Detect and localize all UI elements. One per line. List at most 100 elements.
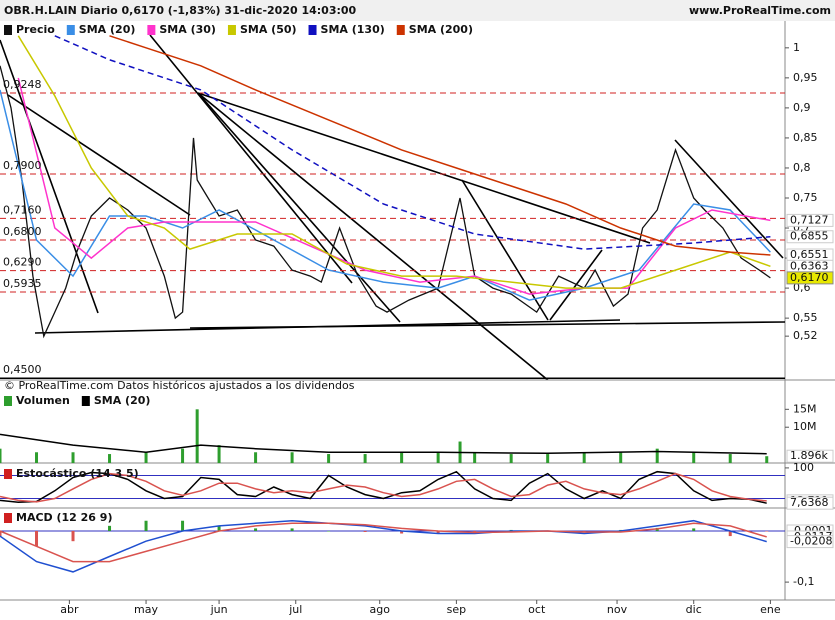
- level-label: 0,7160: [3, 203, 42, 216]
- level-label: 0,9248: [3, 78, 42, 91]
- bar: [509, 454, 513, 463]
- bar: [546, 454, 550, 463]
- series-line: [0, 519, 767, 573]
- bar: [181, 520, 185, 531]
- series-line: [0, 522, 767, 563]
- value-tag-label: 0,6855: [790, 230, 829, 243]
- legend-entry: SMA (200): [409, 23, 473, 36]
- chart-title: OBR.H.LAIN Diario 0,6170 (-1,83%) 31-dic…: [4, 4, 357, 17]
- value-tag-label: 0,6551: [790, 248, 829, 261]
- y-tick-label: 0,9: [793, 101, 811, 114]
- bar: [327, 454, 331, 463]
- bar: [217, 525, 221, 531]
- bar: [728, 530, 732, 537]
- title-bar: [0, 0, 835, 21]
- bar: [400, 452, 404, 463]
- bar: [254, 528, 258, 531]
- y-tick-label: 1: [793, 41, 800, 54]
- bar: [436, 452, 440, 463]
- series-line: [0, 472, 767, 503]
- panel-title: Estocástico (14 3 5): [16, 467, 139, 480]
- plot-area: [0, 519, 785, 573]
- value-tag-label: 0,6363: [790, 259, 829, 272]
- series-line: [0, 433, 767, 455]
- x-tick-label: may: [134, 603, 158, 616]
- x-tick-label: dic: [686, 603, 702, 616]
- y-tick-label: 100: [793, 461, 814, 474]
- value-tag-label: 0,6170: [790, 271, 829, 284]
- plot-area: [0, 470, 785, 504]
- legend-swatch: [4, 513, 12, 523]
- legend-swatch: [4, 469, 12, 479]
- x-tick-label: jun: [210, 603, 228, 616]
- value-tag: [786, 271, 834, 285]
- legend-entry: SMA (130): [321, 23, 385, 36]
- plot-area: [0, 35, 785, 379]
- bar: [436, 530, 440, 534]
- bar: [217, 445, 221, 463]
- value-tag: [786, 496, 834, 510]
- level-label: 0,4500: [3, 363, 42, 376]
- bar: [765, 456, 769, 463]
- bar: [692, 452, 696, 463]
- value-tag-label: 7,6368: [790, 496, 829, 509]
- x-tick-label: jul: [288, 603, 302, 616]
- y-tick-label: 0,52: [793, 329, 818, 342]
- legend-entry: Volumen: [16, 394, 70, 407]
- bar: [0, 448, 2, 463]
- legend-entry: Precio: [16, 23, 55, 36]
- legend-swatch: [227, 25, 236, 35]
- legend-entry: SMA (20): [94, 394, 151, 407]
- x-tick-label: oct: [528, 603, 546, 616]
- value-tag: [786, 230, 834, 244]
- bar: [473, 452, 477, 463]
- series-line: [17, 77, 771, 295]
- bar: [290, 452, 294, 463]
- value-tag: [786, 449, 834, 463]
- bar: [363, 530, 367, 532]
- bar: [35, 452, 39, 463]
- legend-swatch: [147, 25, 156, 35]
- bar: [108, 525, 112, 531]
- value-tag: [786, 213, 834, 227]
- legend-swatch: [4, 396, 12, 406]
- x-tick-label: nov: [607, 603, 628, 616]
- series-line: [17, 35, 771, 289]
- level-label: 0,6800: [3, 225, 42, 238]
- series-line: [54, 35, 771, 250]
- y-tick-label: 0,95: [793, 71, 818, 84]
- bar: [400, 530, 404, 534]
- bar: [108, 454, 112, 463]
- bar: [728, 454, 732, 463]
- bar: [327, 530, 331, 532]
- x-tick-label: abr: [60, 603, 79, 616]
- level-label: 0,7900: [3, 159, 42, 172]
- legend-entry: SMA (30): [159, 23, 216, 36]
- value-tag-label: -0,0208: [790, 535, 832, 548]
- bar: [619, 452, 623, 463]
- site: www.ProRealTime.com: [689, 4, 831, 17]
- bar: [144, 520, 148, 531]
- y-tick-label: -0,1: [793, 575, 814, 588]
- legend-swatch: [396, 25, 405, 35]
- bar: [35, 530, 39, 547]
- x-tick-label: ene: [760, 603, 781, 616]
- legend-swatch: [308, 25, 317, 35]
- level-label: 0,5935: [3, 277, 42, 290]
- value-tag: [786, 535, 834, 549]
- series-line: [0, 470, 767, 504]
- trend-lines: [0, 34, 785, 380]
- panel-title: MACD (12 26 9): [16, 511, 112, 524]
- bar: [71, 452, 75, 463]
- bar: [582, 452, 586, 463]
- series-line: [109, 35, 771, 256]
- plot-area: [0, 409, 769, 463]
- bar: [290, 528, 294, 531]
- bar: [692, 528, 696, 531]
- x-tick-label: sep: [447, 603, 466, 616]
- legend-entry: SMA (50): [240, 23, 297, 36]
- value-tag-label: 0,7127: [790, 213, 829, 226]
- bar: [254, 452, 258, 463]
